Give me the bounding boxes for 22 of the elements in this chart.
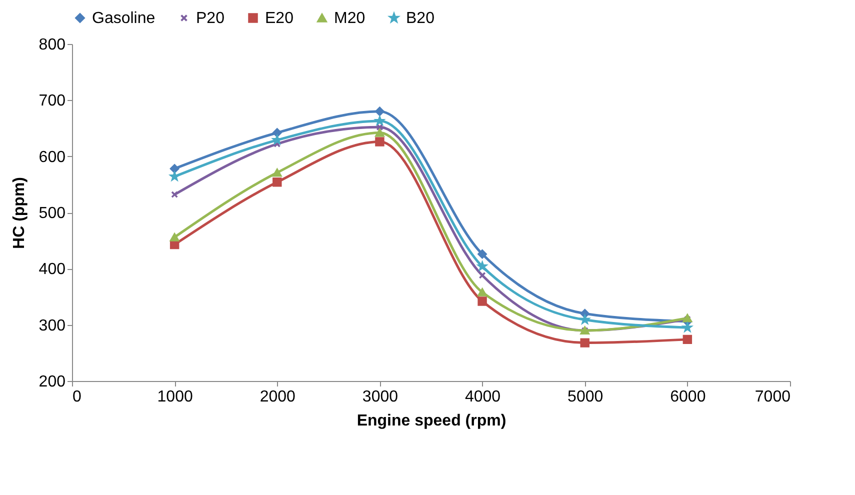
legend-label: Gasoline — [92, 10, 156, 27]
y-tick-label: 300 — [38, 317, 66, 334]
y-tick-label: 500 — [38, 205, 66, 222]
x-tick-label: 2000 — [260, 388, 296, 406]
y-tick-label: 200 — [38, 374, 66, 390]
x-tick-label: 3000 — [362, 388, 398, 406]
legend-label: P20 — [196, 10, 225, 27]
y-tick-label: 800 — [38, 36, 66, 54]
y-tick-label: 600 — [38, 148, 66, 166]
x-tick-label: 5000 — [568, 388, 604, 406]
x-tick-label: 4000 — [464, 388, 501, 406]
legend-label: B20 — [406, 10, 435, 27]
legend-label: E20 — [265, 10, 294, 27]
y-tick-label: 700 — [38, 92, 66, 110]
x-tick-label: 7000 — [754, 388, 791, 406]
x-tick-label: 6000 — [670, 388, 706, 406]
y-axis-title: HC (ppm) — [10, 177, 28, 249]
y-tick-label: 400 — [38, 261, 66, 278]
x-tick-label: 0 — [72, 388, 82, 406]
x-tick-label: 1000 — [157, 388, 193, 406]
x-axis-title: Engine speed (rpm) — [356, 412, 506, 430]
legend-label: M20 — [334, 10, 366, 27]
